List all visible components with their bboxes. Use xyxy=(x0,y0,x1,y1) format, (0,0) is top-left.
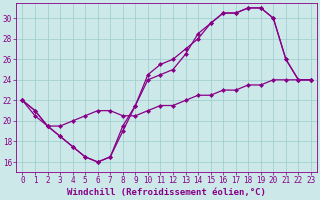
X-axis label: Windchill (Refroidissement éolien,°C): Windchill (Refroidissement éolien,°C) xyxy=(67,188,266,197)
